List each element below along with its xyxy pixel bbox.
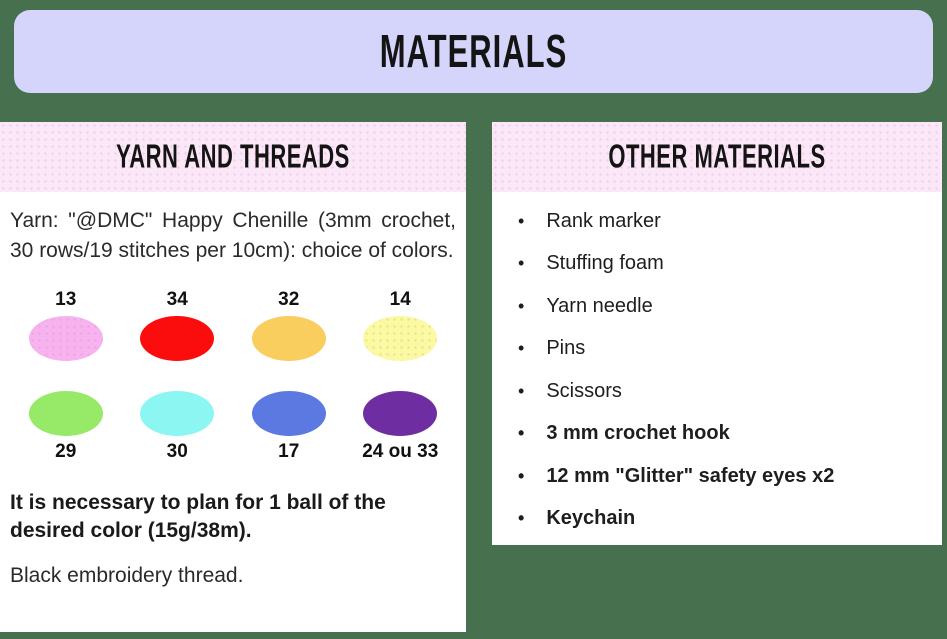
yarn-threads-panel: YARN AND THREADS Yarn: "@DMC" Happy Chen… [0, 122, 466, 632]
list-item: • Stuffing foam [518, 243, 942, 286]
yarn-color-swatch [363, 390, 438, 436]
swatch-34: 34 [140, 288, 215, 361]
list-item: • Keychain [518, 498, 942, 541]
list-item-label: Pins [546, 337, 586, 360]
list-item-label: Stuffing foam [546, 252, 664, 275]
swatch-29: 29 [28, 390, 103, 464]
list-item: • Rank marker [518, 200, 942, 243]
embroidery-thread-note: Black embroidery thread. [10, 564, 244, 588]
list-item: • 3 mm crochet hook [518, 413, 942, 456]
yarn-color-swatch [251, 390, 326, 436]
list-item: • 12 mm "Glitter" safety eyes x2 [518, 455, 942, 498]
list-item-label: Yarn needle [546, 294, 653, 317]
swatch-row-bottom: 29 30 17 24 ou 33 [10, 390, 456, 464]
swatch-14: 14 [363, 288, 438, 361]
swatch-24-ou-33: 24 ou 33 [362, 390, 439, 464]
swatch-label: 30 [166, 440, 188, 462]
bullet-icon: • [518, 253, 525, 274]
yarn-color-swatch [28, 315, 103, 361]
list-item: • Pins [518, 328, 942, 371]
list-item-label: 3 mm crochet hook [546, 422, 730, 445]
page-title: MATERIALS [379, 24, 568, 78]
swatch-label: 34 [166, 288, 188, 310]
yarn-color-swatch [140, 390, 215, 436]
yarn-threads-title: YARN AND THREADS [116, 137, 350, 176]
yarn-color-swatch [28, 390, 103, 436]
yarn-color-swatch [363, 315, 438, 361]
swatch-label: 14 [389, 288, 411, 310]
other-materials-list: • Rank marker • Stuffing foam • Yarn nee… [492, 192, 942, 540]
other-materials-panel: OTHER MATERIALS • Rank marker • Stuffing… [492, 122, 942, 545]
swatch-13: 13 [28, 288, 103, 361]
swatch-label: 17 [278, 440, 300, 462]
yarn-ball-note: It is necessary to plan for 1 ball of th… [10, 491, 386, 542]
list-item-label: 12 mm "Glitter" safety eyes x2 [546, 464, 835, 487]
swatch-17: 17 [251, 390, 326, 464]
swatch-label: 32 [278, 288, 300, 310]
swatch-32: 32 [251, 288, 326, 361]
swatch-30: 30 [140, 390, 215, 464]
bullet-icon: • [518, 380, 525, 401]
swatch-label: 13 [55, 288, 77, 310]
other-materials-header: OTHER MATERIALS [492, 122, 942, 192]
bullet-icon: • [518, 423, 525, 444]
list-item: • Scissors [518, 370, 942, 413]
yarn-threads-header: YARN AND THREADS [0, 122, 466, 192]
swatch-row-top: 13 34 32 14 [10, 289, 456, 361]
swatch-label: 24 ou 33 [362, 440, 439, 462]
bullet-icon: • [518, 295, 525, 316]
list-item-label: Scissors [546, 379, 622, 402]
yarn-threads-body: Yarn: "@DMC" Happy Chenille (3mm crochet… [0, 192, 466, 588]
list-item-label: Rank marker [546, 209, 661, 232]
list-item-label: Keychain [546, 507, 636, 530]
yarn-color-swatch [140, 315, 215, 361]
list-item: • Yarn needle [518, 285, 942, 328]
swatch-label: 29 [55, 440, 77, 462]
bullet-icon: • [518, 508, 525, 529]
bullet-icon: • [518, 465, 525, 486]
yarn-color-swatch [251, 315, 326, 361]
materials-title-bar: MATERIALS [14, 10, 933, 93]
bullet-icon: • [518, 338, 525, 359]
bullet-icon: • [518, 210, 525, 231]
yarn-intro-text: Yarn: "@DMC" Happy Chenille (3mm crochet… [10, 209, 456, 263]
other-materials-title: OTHER MATERIALS [608, 137, 826, 176]
